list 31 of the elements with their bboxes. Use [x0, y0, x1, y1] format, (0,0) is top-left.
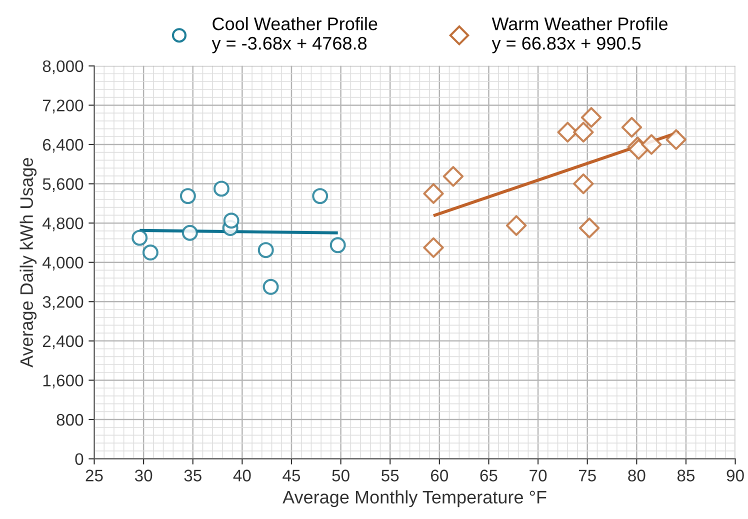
y-tick-label: 6,400	[42, 138, 84, 153]
x-tick-label: 25	[86, 470, 103, 482]
x-tick-label: 30	[134, 470, 152, 482]
x-tick-label: 85	[677, 470, 695, 482]
x-axis-title: Average Monthly Temperature °F	[282, 490, 546, 508]
y-tick-label: 5,600	[42, 178, 84, 192]
y-tick-label: 800	[56, 414, 84, 426]
x-tick-label: 35	[184, 470, 202, 482]
y-tick-label: 8,000	[42, 60, 84, 74]
y-tick-label: 4,000	[42, 256, 84, 271]
y-axis-title: Average Daily kWh Usage	[20, 158, 37, 368]
x-tick-label: 60	[431, 470, 448, 482]
x-tick-label: 65	[480, 470, 498, 482]
x-tick-label: 45	[282, 470, 300, 482]
x-tick-label: 55	[382, 470, 399, 482]
text: y = 66.83x + 990.5	[492, 36, 641, 54]
y-tick-label: 0	[75, 453, 84, 465]
legend-label: Warm Weather Profile	[492, 16, 668, 30]
x-tick-label: 40	[233, 470, 251, 482]
y-tick-label: 3,200	[42, 296, 84, 310]
x-tick-label: 50	[332, 470, 350, 482]
y-tick-label: 2,400	[42, 335, 84, 350]
y-tick-label: 4,800	[42, 217, 84, 232]
x-tick-label: 70	[530, 470, 547, 482]
x-tick-label: 80	[628, 470, 646, 482]
legend-label: Cool Weather Profile	[212, 16, 378, 30]
x-tick-label: 75	[578, 470, 596, 482]
y-tick-label: 7,200	[42, 100, 84, 114]
y-tick-label: 1,600	[43, 374, 84, 388]
x-tick-label: 90	[726, 470, 744, 482]
text: y = -3.68x + 4768.8	[212, 36, 367, 54]
